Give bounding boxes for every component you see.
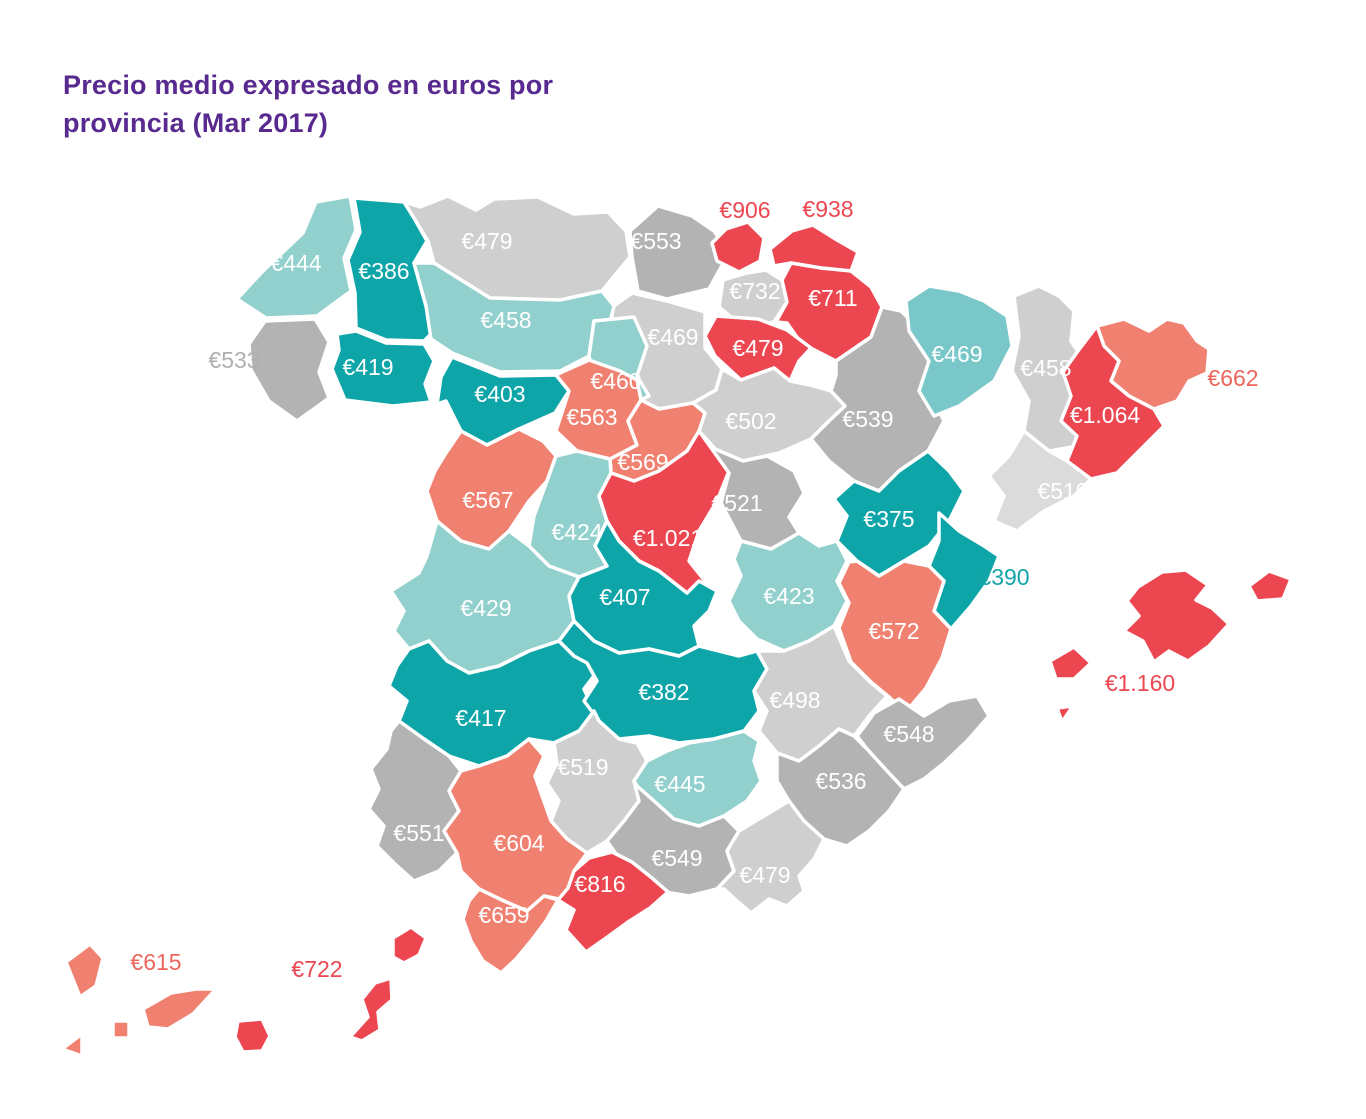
region-malaga[interactable] bbox=[556, 850, 670, 954]
region-murcia[interactable] bbox=[775, 727, 906, 848]
region-valencia[interactable] bbox=[837, 559, 953, 714]
region-pontevedra[interactable] bbox=[247, 317, 331, 423]
region-barcelona[interactable] bbox=[1059, 324, 1166, 481]
region-asturias[interactable] bbox=[402, 194, 632, 302]
region-cadiz[interactable] bbox=[461, 887, 560, 975]
region-ciudad-real[interactable] bbox=[557, 619, 769, 745]
region-salamanca[interactable] bbox=[425, 427, 558, 551]
region-canarias-oeste-0[interactable] bbox=[64, 942, 105, 999]
region-almeria[interactable] bbox=[715, 799, 826, 915]
region-canarias-oeste-1[interactable] bbox=[111, 1019, 131, 1040]
region-canarias-oeste-3[interactable] bbox=[60, 1032, 84, 1058]
price-label-baleares: €1.160 bbox=[1105, 670, 1175, 696]
region-canarias-este-2[interactable] bbox=[391, 925, 428, 965]
region-canarias-este-0[interactable] bbox=[233, 1017, 272, 1054]
region-huesca[interactable] bbox=[904, 284, 1014, 418]
price-label-guipuzcoa: €938 bbox=[802, 196, 853, 222]
region-castellon[interactable] bbox=[927, 511, 1001, 631]
region-a-coruna[interactable] bbox=[235, 194, 358, 320]
region-tarragona[interactable] bbox=[987, 429, 1093, 533]
price-label-girona: €662 bbox=[1207, 365, 1258, 391]
region-baleares-2[interactable] bbox=[1048, 645, 1093, 681]
region-valladolid[interactable] bbox=[554, 358, 643, 461]
page-title-line1: Precio medio expresado en euros por bbox=[63, 70, 554, 100]
region-canarias-oeste-2[interactable] bbox=[141, 987, 218, 1031]
price-label-canarias-este: €722 bbox=[291, 956, 342, 982]
region-ourense[interactable] bbox=[330, 329, 436, 408]
price-label-vizcaya: €906 bbox=[719, 197, 770, 223]
region-baleares-0[interactable] bbox=[1122, 568, 1231, 664]
page-title-line2: provincia (Mar 2017) bbox=[63, 108, 329, 138]
region-vizcaya[interactable] bbox=[710, 220, 766, 274]
price-label-canarias-oeste: €615 bbox=[130, 949, 181, 975]
region-canarias-este-1[interactable] bbox=[348, 976, 394, 1043]
region-cantabria[interactable] bbox=[628, 204, 731, 301]
region-guipuzcoa[interactable] bbox=[768, 223, 860, 273]
region-guadalajara[interactable] bbox=[697, 429, 806, 551]
region-teruel[interactable] bbox=[832, 449, 966, 578]
page-title: Precio medio expresado en euros por prov… bbox=[63, 66, 683, 142]
region-baleares-1[interactable] bbox=[1247, 569, 1293, 603]
region-baleares-3[interactable] bbox=[1055, 704, 1075, 724]
